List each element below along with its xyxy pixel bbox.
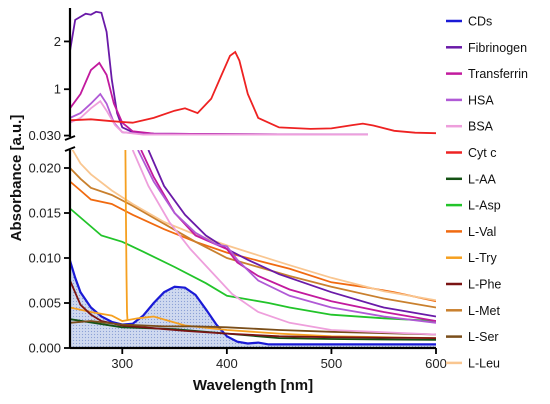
- legend-label-cds: CDs: [468, 15, 492, 29]
- series-layer: [70, 10, 436, 346]
- x-tick-label: 500: [321, 356, 343, 371]
- series-line-cyt-c: [70, 50, 436, 135]
- legend-label-l-try: L-Try: [468, 251, 497, 265]
- legend-label-l-leu: L-Leu: [468, 356, 500, 370]
- legend-label-transferrin: Transferrin: [468, 67, 528, 81]
- legend-label-bsa: BSA: [468, 120, 494, 134]
- y-tick-label: 1: [54, 82, 61, 97]
- legend-label-fibrinogen: Fibrinogen: [468, 41, 527, 55]
- x-tick-label: 600: [425, 356, 447, 371]
- legend-label-cyt-c: Cyt c: [468, 146, 496, 160]
- series-line-l-asp: [70, 207, 436, 322]
- y-tick-label: 0.030: [28, 128, 61, 143]
- series-line-l-phe: [70, 280, 436, 339]
- legend-label-l-asp: L-Asp: [468, 199, 501, 213]
- series-line-lower-bsa: [131, 150, 436, 336]
- x-axis-title: Wavelength [nm]: [193, 377, 313, 394]
- series-line-fibrinogen: [70, 10, 368, 136]
- legend-label-l-val: L-Val: [468, 225, 496, 239]
- y-tick-label: 0.010: [28, 251, 61, 266]
- y-tick-label: 2: [54, 34, 61, 49]
- y-tick-label: 0.015: [28, 206, 61, 221]
- axis-break-mark: [64, 135, 76, 141]
- x-tick-label: 300: [111, 356, 133, 371]
- series-line-lower-l-try: [124, 150, 129, 321]
- series-line-lower-hsa: [137, 150, 436, 324]
- axes-layer: 0.000 0.005 0.010 0.015 0.020 2 1 0.030 300 400 50…: [28, 8, 447, 371]
- series-line-l-try: [70, 306, 436, 339]
- legend-label-l-ser: L-Ser: [468, 330, 499, 344]
- y-tick-label: 0.005: [28, 296, 61, 311]
- y-axis-title: Absorbance [a.u.]: [8, 115, 25, 242]
- y-tick-label: 0.020: [28, 161, 61, 176]
- series-line-bsa: [70, 99, 368, 136]
- legend: CDs Fibrinogen Transferrin HSA BSA Cyt c L-AA L…: [446, 15, 528, 370]
- legend-label-l-aa: L-AA: [468, 172, 496, 186]
- legend-label-l-met: L-Met: [468, 304, 500, 318]
- series-line-lower-fibrinogen: [147, 150, 436, 318]
- series-line-l-val: [70, 180, 436, 303]
- x-tick-label: 400: [216, 356, 238, 371]
- legend-label-l-phe: L-Phe: [468, 278, 501, 292]
- legend-label-hsa: HSA: [468, 93, 494, 107]
- axis-break-mark: [64, 146, 76, 152]
- series-line-cds: [70, 260, 436, 346]
- series-line-l-ser: [70, 320, 436, 336]
- series-line-l-met: [70, 167, 436, 309]
- y-tick-label: 0.000: [28, 341, 61, 356]
